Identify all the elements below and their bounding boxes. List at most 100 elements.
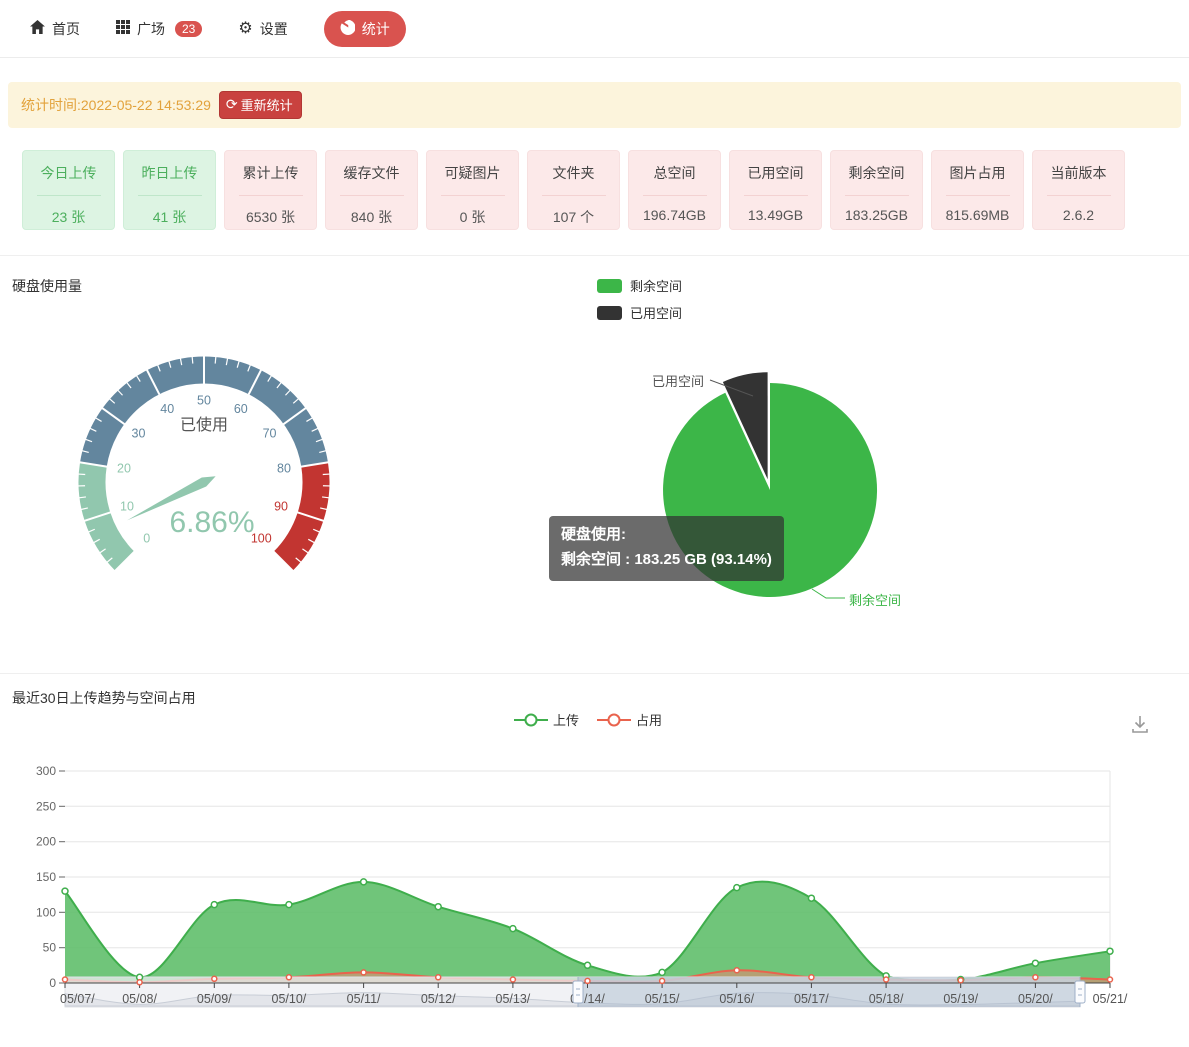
svg-text:05/09/: 05/09/	[197, 992, 232, 1006]
point-占用-05/18/	[882, 976, 890, 983]
datazoom-handle-right[interactable]	[1074, 980, 1086, 1004]
point-上传-05/10/	[285, 900, 293, 909]
svg-text:70: 70	[263, 427, 277, 441]
stat-card-version: 当前版本 2.6.2	[1032, 150, 1125, 230]
svg-text:05/21/: 05/21/	[1093, 992, 1128, 1006]
legend-item-uploads[interactable]: 上传	[514, 710, 579, 729]
line-legend-icon-red	[597, 713, 632, 726]
stat-card-total-uploads: 累计上传 6530 张	[224, 150, 317, 230]
point-占用-05/11/	[360, 969, 367, 976]
svg-text:05/13/: 05/13/	[496, 992, 531, 1006]
disk-usage-title: 硬盘使用量	[12, 278, 82, 294]
point-上传-05/09/	[210, 900, 219, 909]
point-占用-05/19/	[957, 976, 964, 984]
pie-labelline-free	[811, 588, 845, 599]
stat-card-title: 今日上传	[40, 165, 97, 181]
nav-item-label: 设置	[259, 20, 288, 37]
point-上传-05/16/	[733, 883, 741, 892]
point-上传-05/11/	[359, 878, 368, 886]
nav-item-home[interactable]: 首页	[30, 19, 80, 39]
pie-label-free-space: 剩余空间	[849, 593, 902, 608]
recalculate-button[interactable]: ⟳ 重新统计	[218, 91, 302, 119]
point-占用-05/09/	[211, 975, 218, 983]
point-占用-05/08/	[136, 979, 143, 986]
svg-text:0: 0	[49, 976, 56, 990]
trend-legend: 上传 占用	[514, 710, 662, 729]
pie-legend: 剩余空间 已用空间	[597, 276, 682, 322]
point-占用-05/14/	[584, 977, 591, 985]
save-as-image-icon[interactable]	[1128, 712, 1152, 741]
svg-text:0: 0	[143, 532, 150, 546]
pie-slice-used-space[interactable]	[722, 372, 768, 480]
legend-item-used-space[interactable]: 已用空间	[597, 303, 682, 322]
nav-item-label: 统计	[361, 20, 390, 37]
top-navbar: 首页 广场 23 ⚙︎ 设置 统计	[0, 0, 1189, 58]
refresh-icon: ⟳	[225, 96, 238, 112]
legend-item-free-space[interactable]: 剩余空间	[597, 276, 682, 295]
svg-text:05/15/: 05/15/	[645, 992, 680, 1006]
point-占用-05/20/	[1032, 974, 1039, 981]
pie-label-used-space: 已用空间	[652, 374, 705, 389]
legend-swatch-green	[597, 278, 622, 293]
stats-time-label: 统计时间:2022-05-22 14:53:29	[21, 97, 211, 113]
point-上传-05/12/	[434, 902, 442, 911]
svg-text:250: 250	[36, 799, 56, 813]
svg-text:05/17/: 05/17/	[794, 992, 829, 1006]
stat-card-value: 23 张	[51, 209, 86, 225]
stat-card-images-size: 图片占用 815.69MB	[931, 150, 1024, 230]
tooltip-value: 剩余空间 : 183.25 GB (93.14%)	[561, 550, 772, 568]
stat-card-folders: 文件夹 107 个	[527, 150, 620, 230]
point-上传-05/20/	[1031, 959, 1040, 967]
pie-labelline-used	[709, 379, 754, 397]
home-icon	[30, 20, 45, 37]
nav-item-label: 首页	[52, 20, 80, 37]
svg-text:05/12/: 05/12/	[421, 992, 456, 1006]
svg-text:100: 100	[36, 905, 56, 919]
stat-card-cache-files: 缓存文件 840 张	[325, 150, 418, 230]
point-占用-05/07/	[61, 976, 69, 983]
section-divider	[0, 673, 1189, 674]
point-上传-05/15/	[658, 968, 666, 977]
svg-text:20: 20	[117, 462, 131, 476]
legend-item-occupied[interactable]: 占用	[597, 710, 662, 729]
gauge-needle	[127, 476, 216, 521]
svg-text:100: 100	[251, 532, 272, 546]
svg-text:300: 300	[36, 764, 56, 778]
svg-text:05/11/: 05/11/	[347, 992, 381, 1006]
stat-card-yesterday-uploads: 昨日上传 41 张	[123, 150, 216, 230]
point-占用-05/13/	[509, 976, 517, 983]
point-占用-05/10/	[285, 974, 293, 981]
datazoom-handle-left[interactable]	[572, 980, 584, 1004]
svg-text:05/19/: 05/19/	[943, 992, 978, 1006]
trend-area-chart[interactable]: 0 50 100 150 200 250 300 05/07/05/08/05/09/05/1…	[0, 748, 1189, 1023]
section-divider	[0, 255, 1189, 256]
svg-text:50: 50	[197, 393, 211, 407]
svg-text:05/16/: 05/16/	[719, 992, 754, 1006]
area-上传	[65, 881, 1110, 983]
stat-card-free-space: 剩余空间 183.25GB	[830, 150, 923, 230]
stat-card-today-uploads: 今日上传 23 张	[22, 150, 115, 230]
tooltip-title: 硬盘使用:	[561, 526, 626, 543]
svg-text:150: 150	[36, 870, 56, 884]
point-上传-05/07/	[61, 887, 69, 895]
nav-item-settings[interactable]: ⚙︎ 设置	[238, 19, 287, 39]
svg-text:6.86%: 6.86%	[169, 506, 254, 539]
svg-text:05/18/: 05/18/	[869, 992, 904, 1006]
disk-usage-pie-chart[interactable]	[540, 352, 1060, 642]
svg-text:60: 60	[234, 402, 248, 416]
stat-cards-row: 今日上传 23 张 昨日上传 41 张 累计上传 6530 张 缓存文件 840…	[22, 150, 1125, 230]
svg-text:05/10/: 05/10/	[272, 992, 307, 1006]
nav-item-statistics[interactable]: 统计	[323, 10, 406, 47]
point-上传-05/13/	[509, 924, 517, 933]
svg-text:10: 10	[120, 499, 134, 513]
point-占用-05/21/	[1106, 976, 1114, 983]
stats-time-bar: 统计时间:2022-05-22 14:53:29 ⟳ 重新统计	[8, 82, 1181, 128]
disk-usage-gauge-chart: 0 10 20 30 40 50 60 70 80 90 100 已使用 6.86%	[78, 356, 330, 572]
stat-card-suspicious-images: 可疑图片 0 张	[426, 150, 519, 230]
point-占用-05/17/	[808, 974, 815, 981]
nav-item-label: 广场	[137, 20, 165, 37]
svg-text:05/07/: 05/07/	[60, 992, 95, 1006]
legend-swatch-dark	[597, 305, 622, 320]
nav-item-plaza[interactable]: 广场 23	[116, 19, 203, 39]
